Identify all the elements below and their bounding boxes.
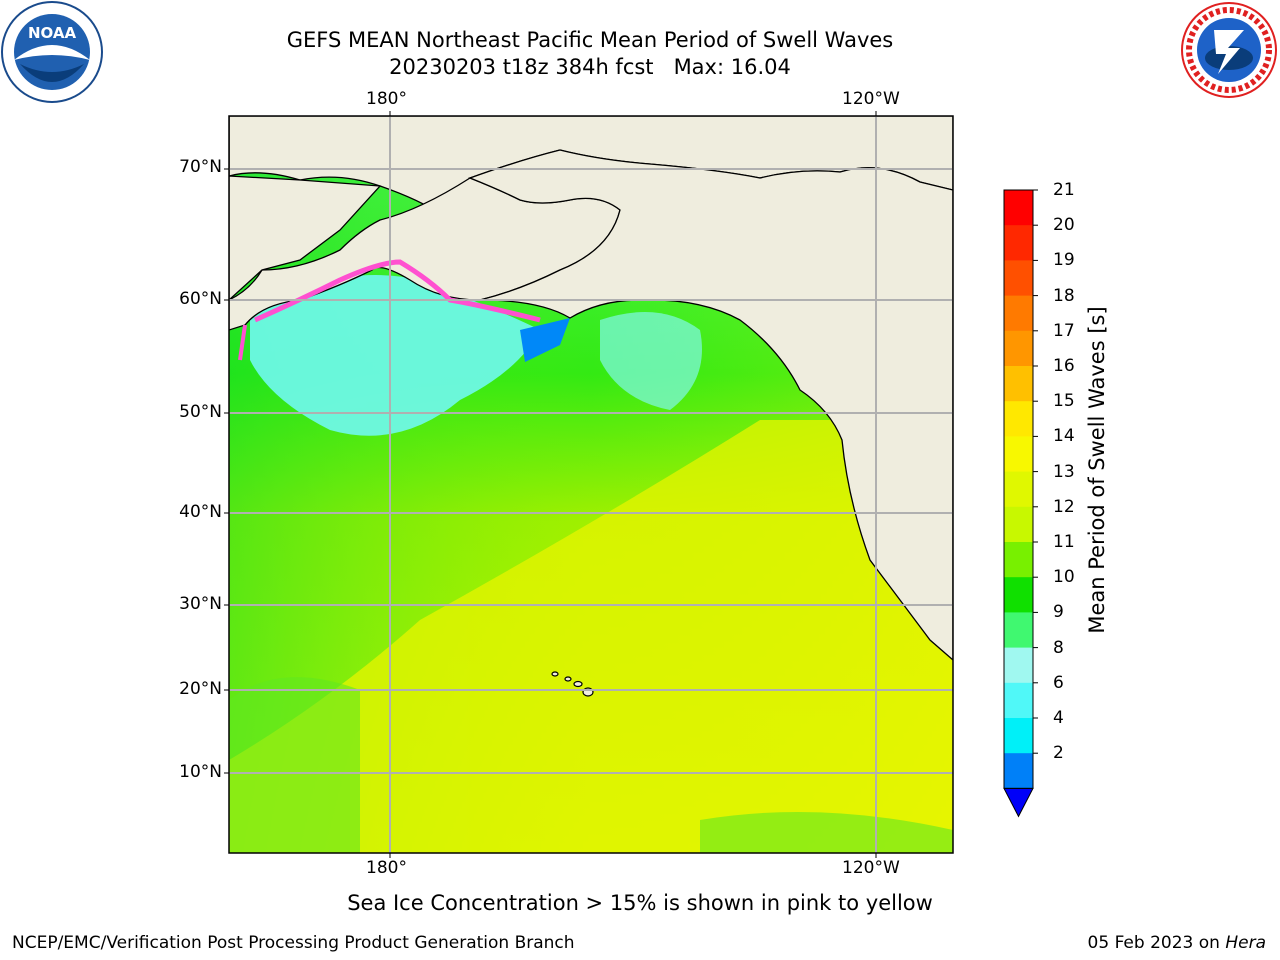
colorbar-tick-label: 19 — [1053, 250, 1075, 271]
colorbar-segment — [1004, 401, 1033, 437]
colorbar-tick-label: 2 — [1053, 743, 1064, 764]
lat-10n: 10°N — [179, 762, 222, 782]
colorbar-tick-label: 21 — [1053, 180, 1075, 200]
colorbar-title: Mean Period of Swell Waves [s] — [1085, 306, 1109, 634]
colorbar-segment — [1004, 647, 1033, 684]
colorbar-tick-label: 13 — [1053, 461, 1075, 482]
lon-top-180: 180° — [366, 89, 407, 109]
lon-bottom-180: 180° — [366, 858, 407, 878]
short-period-swell-zone — [250, 275, 540, 436]
lon-top-120w: 120°W — [842, 89, 900, 109]
colorbar-segment — [1004, 436, 1033, 473]
colorbar-tick-label: 11 — [1053, 532, 1075, 552]
colorbar-segment — [1004, 682, 1033, 719]
colorbar-tick-label: 8 — [1053, 637, 1064, 658]
colorbar-tick-label: 9 — [1053, 602, 1064, 623]
colorbar-border — [1003, 189, 1034, 789]
colorbar-tick-label: 4 — [1053, 708, 1064, 728]
footer-date: 05 Feb 2023 on Hera — [1088, 933, 1266, 953]
colorbar-segment — [1004, 225, 1033, 261]
colorbar-tick-label: 15 — [1053, 391, 1075, 412]
colorbar-tick-label: 17 — [1053, 320, 1075, 341]
north-america-land — [468, 149, 953, 661]
colorbar-tick-label: 18 — [1053, 285, 1075, 306]
colorbar-tick-label: 14 — [1053, 426, 1075, 447]
lat-20n: 20°N — [179, 679, 222, 699]
title-line-1: GEFS MEAN Northeast Pacific Mean Period … — [286, 28, 894, 52]
lon-bottom-120w: 120°W — [842, 858, 900, 878]
colorbar-extend-arrow — [1003, 787, 1034, 818]
footer-host: Hera — [1225, 933, 1266, 953]
graticule — [229, 116, 953, 853]
colorbar-segment — [1004, 612, 1033, 649]
colorbar-segment — [1004, 542, 1033, 578]
lat-40n: 40°N — [179, 502, 222, 522]
colorbar-tick-label: 20 — [1053, 215, 1075, 236]
colorbar-tick-label: 12 — [1053, 496, 1075, 517]
noaa-logo-text: NOAA — [28, 24, 77, 42]
lat-30n: 30°N — [179, 594, 222, 614]
colorbar-tick-label: 6 — [1053, 672, 1064, 693]
footer-credit: NCEP/EMC/Verification Post Processing Pr… — [12, 933, 575, 953]
colorbar-segment — [1004, 471, 1033, 508]
siberia-land — [229, 116, 382, 301]
colorbar-tick-label: 16 — [1053, 356, 1075, 376]
map-ticks — [224, 111, 877, 858]
very-short-period-zone — [520, 318, 570, 362]
colorbar-tick-label: 10 — [1053, 567, 1075, 588]
colorbar-segment — [1004, 506, 1033, 543]
sea-ice-note: Sea Ice Concentration > 15% is shown in … — [347, 891, 933, 915]
colorbar-segment — [1004, 718, 1033, 754]
sea-ice-edge — [253, 259, 541, 323]
footer-date-text: 05 Feb 2023 on — [1087, 933, 1226, 953]
lat-60n: 60°N — [179, 289, 222, 309]
long-period-swell-zone — [229, 420, 953, 853]
colorbar-segment — [1004, 330, 1033, 367]
title-line-2: 20230203 t18z 384h fcst Max: 16.04 — [389, 55, 791, 79]
colorbar-segment — [1004, 577, 1033, 613]
lat-70n: 70°N — [179, 157, 222, 177]
map-frame-content — [229, 116, 953, 853]
nws-logo-icon — [1181, 2, 1277, 98]
colorbar-segment — [1004, 753, 1033, 789]
colorbar-segment — [1004, 190, 1033, 226]
colorbar-segment — [1004, 260, 1033, 297]
noaa-logo-icon: NOAA — [1, 1, 103, 103]
colorbar-segment — [1004, 366, 1033, 402]
lat-50n: 50°N — [179, 402, 222, 422]
colorbar-segment — [1004, 295, 1033, 332]
colorbar — [1003, 189, 1038, 818]
map-title: GEFS MEAN Northeast Pacific Mean Period … — [190, 27, 990, 81]
map-border — [228, 115, 954, 854]
